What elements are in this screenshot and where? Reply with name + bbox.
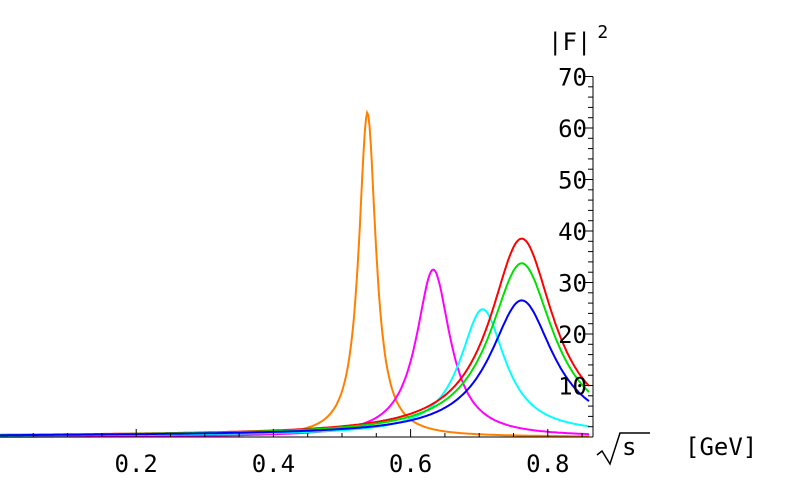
y-axis-label-exponent: 2 <box>597 22 608 43</box>
y-tick-label: 60 <box>558 115 587 143</box>
series-line <box>0 237 590 436</box>
sqrt-symbol-icon <box>596 432 650 466</box>
y-tick-label: 40 <box>558 218 587 246</box>
series-line <box>0 268 589 438</box>
x-tick-label: 0.6 <box>389 450 432 478</box>
y-tick-label: 10 <box>558 373 587 401</box>
y-axis-label: |F| 2 <box>548 22 608 56</box>
y-tick-label: 50 <box>558 167 587 195</box>
y-tick-label: 20 <box>558 321 587 349</box>
x-axis-label-unit: [GeV] <box>685 433 757 461</box>
series-line <box>0 109 589 438</box>
axes: 0.2 0.4 0.6 0.8 10 20 30 40 50 60 70 <box>0 64 594 478</box>
curves <box>0 109 590 438</box>
y-tick-label: 70 <box>558 64 587 92</box>
series-line <box>0 299 590 437</box>
x-tick-label: 0.2 <box>115 450 158 478</box>
x-tick-label: 0.4 <box>252 450 295 478</box>
x-axis-label-variable: s <box>622 433 636 461</box>
x-axis-label: s [GeV] <box>596 432 757 466</box>
y-tick-label: 30 <box>558 270 587 298</box>
series-line <box>0 308 590 437</box>
axis-labels: |F| 2 s [GeV] <box>548 22 757 466</box>
x-tick-label: 0.8 <box>526 450 569 478</box>
